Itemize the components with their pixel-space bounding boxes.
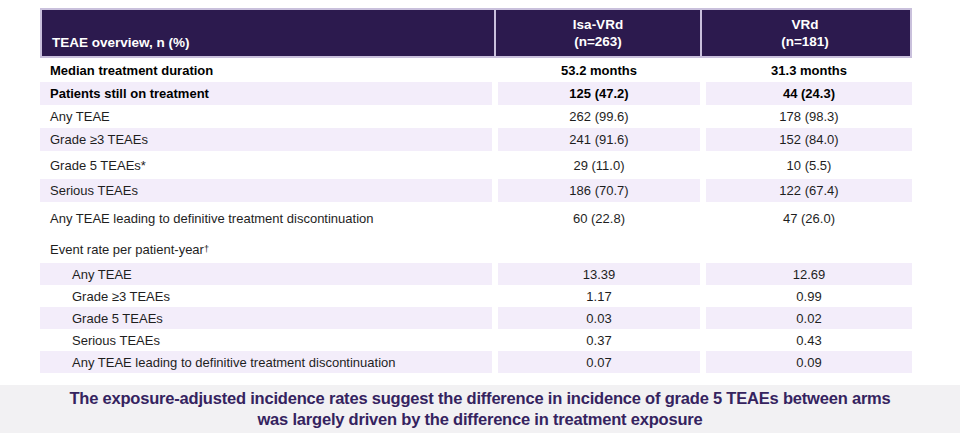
takeaway-line-1: The exposure-adjusted incidence rates su… <box>0 388 960 409</box>
row-label: Any TEAE leading to definitive treatment… <box>40 202 492 235</box>
isa-vrd-value <box>498 235 700 263</box>
isa-vrd-value: 125 (47.2) <box>498 82 700 105</box>
isa-vrd-n-label: (n=263) <box>574 33 622 50</box>
row-label: Patients still on treatment <box>40 82 492 105</box>
table-row: Any TEAE 13.39 12.69 <box>40 263 912 285</box>
row-label: Grade 5 TEAEs <box>40 307 492 329</box>
row-label: Grade 5 TEAEs* <box>40 151 492 179</box>
teae-overview-table: TEAE overview, n (%) Isa-VRd (n=263) VRd… <box>40 8 912 373</box>
isa-vrd-value: 1.17 <box>498 285 700 307</box>
row-label: Grade ≥3 TEAEs <box>40 285 492 307</box>
takeaway-banner: The exposure-adjusted incidence rates su… <box>0 385 960 433</box>
isa-vrd-value: 29 (11.0) <box>498 151 700 179</box>
vrd-value: 0.43 <box>706 329 912 351</box>
vrd-n-label: (n=181) <box>781 33 829 50</box>
takeaway-line-2: was largely driven by the difference in … <box>0 409 960 430</box>
isa-vrd-value: 186 (70.7) <box>498 179 700 202</box>
table-row: Any TEAE 262 (99.6) 178 (98.3) <box>40 105 912 128</box>
table-row: Grade 5 TEAEs* 29 (11.0) 10 (5.5) <box>40 151 912 179</box>
table-row: Grade ≥3 TEAEs 1.17 0.99 <box>40 285 912 307</box>
row-label: Event rate per patient-year† <box>40 235 492 263</box>
row-label: Any TEAE <box>40 105 492 128</box>
isa-vrd-value: 241 (91.6) <box>498 128 700 151</box>
vrd-value: 44 (24.3) <box>706 82 912 105</box>
table-row: Any TEAE leading to definitive treatment… <box>40 351 912 373</box>
isa-vrd-value: 0.37 <box>498 329 700 351</box>
isa-vrd-value: 0.07 <box>498 351 700 373</box>
header-cell-isa-vrd: Isa-VRd (n=263) <box>494 10 700 56</box>
table-row: Any TEAE leading to definitive treatment… <box>40 202 912 235</box>
isa-vrd-value: 60 (22.8) <box>498 202 700 235</box>
table-body: Median treatment duration 53.2 months 31… <box>40 59 912 373</box>
isa-vrd-value: 13.39 <box>498 263 700 285</box>
vrd-value: 0.99 <box>706 285 912 307</box>
table-row: Serious TEAEs 0.37 0.43 <box>40 329 912 351</box>
vrd-value <box>706 235 912 263</box>
isa-vrd-value: 53.2 months <box>498 59 700 82</box>
row-label: Grade ≥3 TEAEs <box>40 128 492 151</box>
row-label: Median treatment duration <box>40 59 492 82</box>
vrd-value: 178 (98.3) <box>706 105 912 128</box>
isa-vrd-value: 0.03 <box>498 307 700 329</box>
row-label: Serious TEAEs <box>40 329 492 351</box>
vrd-value: 47 (26.0) <box>706 202 912 235</box>
row-label: Any TEAE leading to definitive treatment… <box>40 351 492 373</box>
table-row: Patients still on treatment 125 (47.2) 4… <box>40 82 912 105</box>
table-row: Serious TEAEs 186 (70.7) 122 (67.4) <box>40 179 912 202</box>
isa-vrd-arm-label: Isa-VRd <box>573 16 623 33</box>
vrd-value: 122 (67.4) <box>706 179 912 202</box>
header-cell-teae-overview: TEAE overview, n (%) <box>42 10 494 56</box>
vrd-value: 31.3 months <box>706 59 912 82</box>
table-header-row: TEAE overview, n (%) Isa-VRd (n=263) VRd… <box>40 8 912 58</box>
vrd-value: 0.02 <box>706 307 912 329</box>
vrd-value: 0.09 <box>706 351 912 373</box>
vrd-arm-label: VRd <box>792 16 819 33</box>
table-row: Grade ≥3 TEAEs 241 (91.6) 152 (84.0) <box>40 128 912 151</box>
vrd-value: 12.69 <box>706 263 912 285</box>
vrd-value: 152 (84.0) <box>706 128 912 151</box>
row-label: Serious TEAEs <box>40 179 492 202</box>
table-row: Median treatment duration 53.2 months 31… <box>40 59 912 82</box>
vrd-value: 10 (5.5) <box>706 151 912 179</box>
row-label: Any TEAE <box>40 263 492 285</box>
isa-vrd-value: 262 (99.6) <box>498 105 700 128</box>
table-row: Event rate per patient-year† <box>40 235 912 263</box>
table-row: Grade 5 TEAEs 0.03 0.02 <box>40 307 912 329</box>
header-cell-vrd: VRd (n=181) <box>700 10 908 56</box>
